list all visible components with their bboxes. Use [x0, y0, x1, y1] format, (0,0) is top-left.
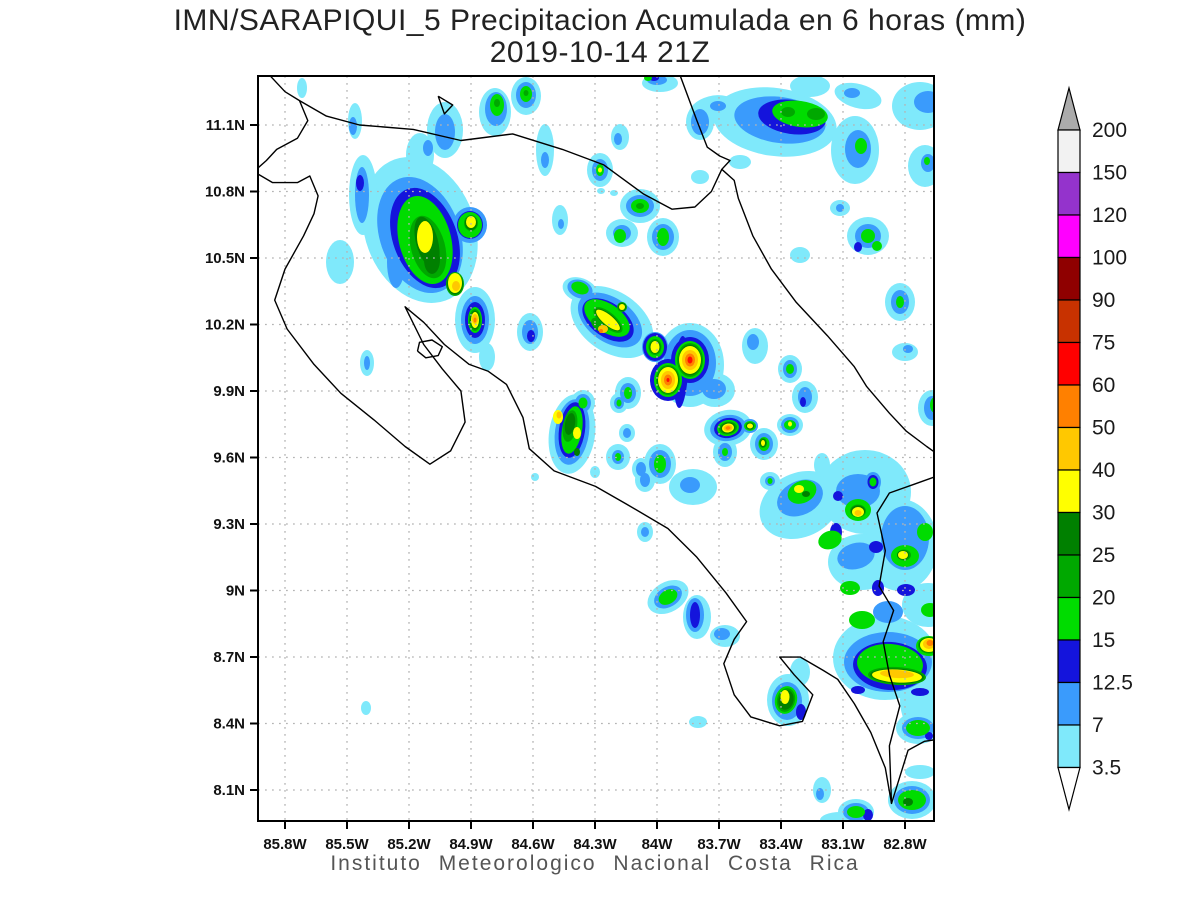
- svg-text:50: 50: [1092, 417, 1115, 440]
- svg-text:60: 60: [1092, 374, 1115, 397]
- svg-text:83.1W: 83.1W: [821, 836, 865, 853]
- svg-text:10.8N: 10.8N: [205, 184, 245, 201]
- svg-text:84W: 84W: [642, 836, 674, 853]
- svg-text:9N: 9N: [226, 583, 245, 600]
- x-axis-longitude: 85.8W 85.5W 85.2W 84.9W 84.6W 84.3W 84W 83.7W 83…: [263, 821, 928, 853]
- svg-text:85.5W: 85.5W: [325, 836, 369, 853]
- colorbar-legend: 200 150 120 100 90 75 60 50 40 30 25 20 15 12.5 7 3.5: [1057, 85, 1133, 812]
- coastline-layer: [258, 76, 934, 805]
- svg-text:30: 30: [1092, 502, 1115, 525]
- chart-title-line1: IMN/SARAPIQUI_5 Precipitacion Acumulada …: [173, 4, 1027, 37]
- precipitation-field: [297, 76, 934, 821]
- y-axis-latitude: 11.1N 10.8N 10.5N 10.2N 9.9N 9.6N 9.3N 9N 8.7N 8.…: [205, 117, 258, 799]
- svg-text:83.7W: 83.7W: [697, 836, 741, 853]
- svg-text:150: 150: [1092, 162, 1127, 185]
- svg-text:9.6N: 9.6N: [213, 450, 245, 467]
- map-plot-area: 85.8W 85.5W 85.2W 84.9W 84.6W 84.3W 84W 83.7W 83…: [205, 75, 935, 853]
- svg-text:90: 90: [1092, 289, 1115, 312]
- svg-text:200: 200: [1092, 119, 1127, 142]
- svg-text:83.4W: 83.4W: [759, 836, 803, 853]
- svg-text:25: 25: [1092, 544, 1115, 567]
- svg-text:8.4N: 8.4N: [213, 716, 245, 733]
- svg-text:9.3N: 9.3N: [213, 516, 245, 533]
- svg-text:10.2N: 10.2N: [205, 317, 245, 334]
- chart-title-line2: 2019-10-14 21Z: [489, 36, 711, 69]
- svg-text:9.9N: 9.9N: [213, 383, 245, 400]
- svg-text:15: 15: [1092, 629, 1115, 652]
- colorbar-bottom-arrow: [1057, 766, 1081, 812]
- svg-text:8.1N: 8.1N: [213, 782, 245, 799]
- svg-text:40: 40: [1092, 459, 1115, 482]
- colorbar-top-arrow: [1057, 85, 1081, 131]
- svg-text:85.2W: 85.2W: [387, 836, 431, 853]
- svg-text:10.5N: 10.5N: [205, 250, 245, 267]
- footer-attribution: Instituto Meteorologico Nacional Costa R…: [330, 852, 860, 875]
- svg-text:8.7N: 8.7N: [213, 649, 245, 666]
- svg-text:84.9W: 84.9W: [449, 836, 493, 853]
- svg-text:20: 20: [1092, 587, 1115, 610]
- svg-text:7: 7: [1092, 714, 1104, 737]
- svg-text:100: 100: [1092, 247, 1127, 270]
- svg-text:85.8W: 85.8W: [263, 836, 307, 853]
- svg-text:3.5: 3.5: [1092, 757, 1121, 780]
- svg-text:11.1N: 11.1N: [206, 117, 245, 134]
- svg-text:75: 75: [1092, 332, 1115, 355]
- svg-text:84.3W: 84.3W: [573, 836, 617, 853]
- svg-text:120: 120: [1092, 204, 1127, 227]
- chart-title: IMN/SARAPIQUI_5 Precipitacion Acumulada …: [0, 5, 1200, 69]
- svg-text:84.6W: 84.6W: [511, 836, 555, 853]
- svg-text:12.5: 12.5: [1092, 672, 1133, 695]
- svg-text:82.8W: 82.8W: [883, 836, 927, 853]
